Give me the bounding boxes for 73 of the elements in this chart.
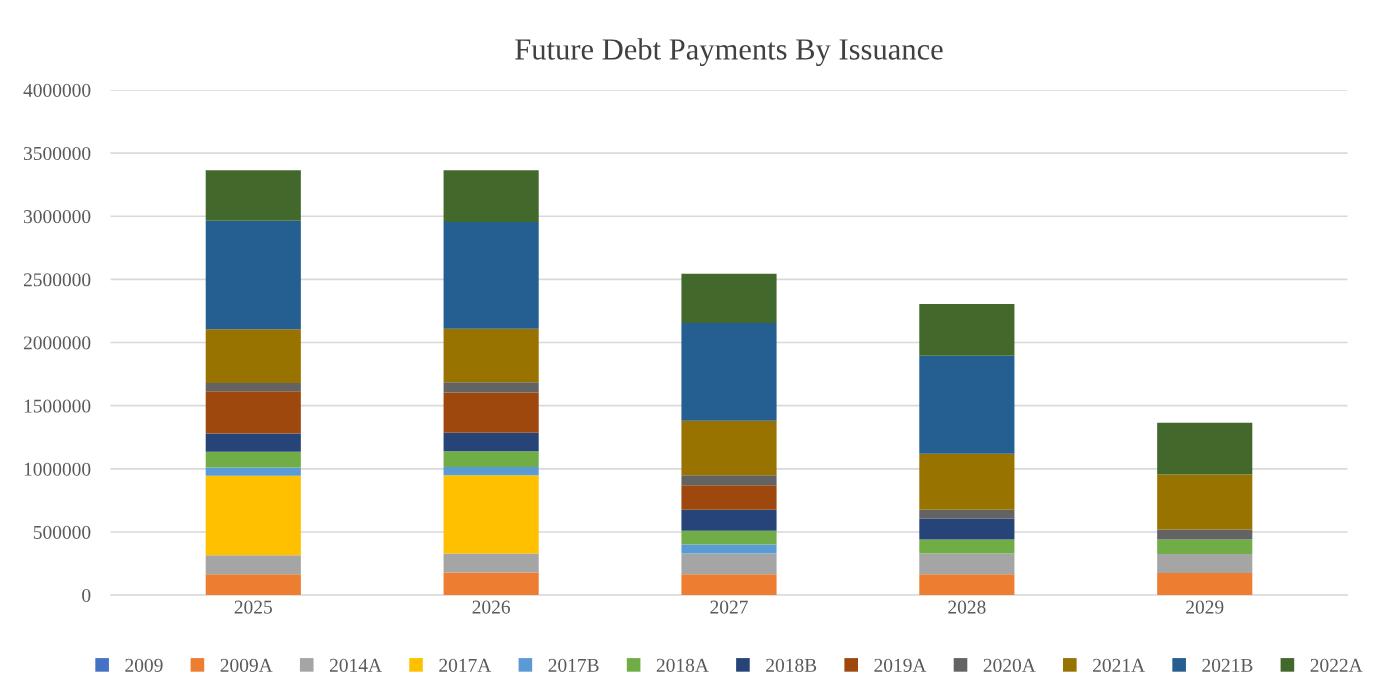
bar xyxy=(205,475,301,556)
bar xyxy=(681,420,777,476)
bar xyxy=(681,530,777,545)
bar xyxy=(681,475,777,486)
y-tick-label: 2000000 xyxy=(23,336,91,350)
y-tick-label: 4000000 xyxy=(23,83,91,97)
bar xyxy=(919,304,1015,356)
legend-label: 2009 xyxy=(125,658,163,672)
legend-label: 2019A xyxy=(874,658,927,672)
bar xyxy=(443,328,539,383)
bar xyxy=(919,574,1015,596)
bar xyxy=(919,453,1015,510)
y-tick-label: 2500000 xyxy=(23,273,91,287)
legend-label: 2022A xyxy=(1310,658,1363,672)
bar xyxy=(443,572,539,596)
bar xyxy=(205,467,301,476)
x-tick-label: 2025 xyxy=(234,600,272,614)
bar xyxy=(681,553,777,575)
x-tick-label: 2027 xyxy=(710,600,748,614)
bar xyxy=(443,432,539,452)
bar xyxy=(681,485,777,510)
legend-label: 2009A xyxy=(220,658,273,672)
bar xyxy=(205,391,301,434)
bar xyxy=(1157,539,1253,555)
bar xyxy=(205,574,301,596)
bar xyxy=(681,273,777,323)
bar xyxy=(205,382,301,392)
y-tick-label: 1500000 xyxy=(24,399,91,413)
bar xyxy=(205,451,301,468)
bar xyxy=(205,329,301,383)
x-tick-label: 2029 xyxy=(1186,600,1224,614)
y-tick-label: 0 xyxy=(82,588,91,603)
bar xyxy=(205,433,301,452)
y-tick-label: 1000000 xyxy=(24,462,91,476)
bar xyxy=(443,221,539,329)
bar xyxy=(443,451,539,467)
bar xyxy=(1157,573,1253,596)
bar xyxy=(443,392,539,433)
y-tick-label: 3000000 xyxy=(23,210,91,224)
legend-label: 2018B xyxy=(766,658,817,672)
chart-title: Future Debt Payments By Issuance xyxy=(515,38,943,66)
bar xyxy=(681,322,777,421)
bar xyxy=(919,539,1015,554)
x-tick-label: 2028 xyxy=(948,600,986,614)
bar xyxy=(443,475,539,554)
legend-label: 2018A xyxy=(656,658,709,672)
bar xyxy=(1157,529,1253,540)
bar xyxy=(919,553,1015,575)
bar xyxy=(1157,474,1253,530)
bar xyxy=(681,544,777,554)
bar xyxy=(681,509,777,531)
bar xyxy=(681,574,777,596)
bar xyxy=(919,509,1015,519)
legend-label: 2020A xyxy=(983,658,1036,672)
bar xyxy=(443,170,539,222)
bar xyxy=(1157,554,1253,574)
legend-label: 2014A xyxy=(329,658,382,672)
bar xyxy=(919,355,1015,454)
y-tick-label: 3500000 xyxy=(23,146,91,161)
bar xyxy=(443,382,539,393)
bar xyxy=(205,170,301,221)
bar xyxy=(205,220,301,330)
legend-label: 2017B xyxy=(548,658,599,672)
y-tick-label: 500000 xyxy=(33,525,91,539)
legend-label: 2017A xyxy=(439,658,492,672)
legend-label: 2021B xyxy=(1202,658,1253,672)
bar xyxy=(919,518,1015,540)
bar xyxy=(443,466,539,476)
bar xyxy=(1157,422,1253,475)
legend-label: 2021A xyxy=(1093,658,1145,672)
bar xyxy=(205,555,301,575)
bar xyxy=(443,553,539,573)
x-tick-label: 2026 xyxy=(472,600,511,614)
